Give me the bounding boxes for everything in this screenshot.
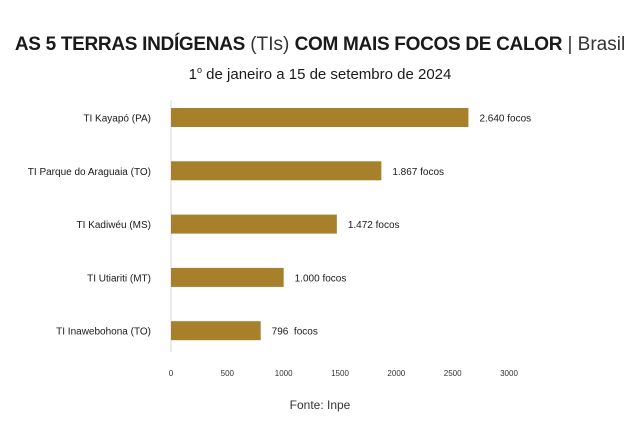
x-tick-label-3: 1500 bbox=[331, 369, 349, 378]
bar-3 bbox=[171, 267, 284, 287]
data-label-0: 2.640 focos bbox=[479, 114, 531, 125]
x-tick-label-4: 2000 bbox=[387, 369, 405, 378]
chart-title: AS 5 TERRAS INDÍGENAS (TIs) COM MAIS FOC… bbox=[0, 33, 640, 57]
category-label-3: TI Utiariti (MT) bbox=[87, 273, 151, 284]
chart-subtitle: 1o de janeiro a 15 de setembro de 2024 bbox=[0, 60, 640, 85]
subtitle-range: de janeiro a 15 de setembro de 2024 bbox=[202, 66, 452, 83]
category-label-4: TI Inawebohona (TO) bbox=[56, 327, 151, 338]
bar-2 bbox=[171, 214, 337, 234]
x-tick-label-6: 3000 bbox=[500, 369, 518, 378]
bar-4 bbox=[171, 321, 261, 341]
title-main-2: COM MAIS FOCOS DE CALOR bbox=[294, 34, 563, 55]
data-label-4: 796 focos bbox=[272, 327, 318, 338]
category-label-1: TI Parque do Araguaia (TO) bbox=[28, 167, 151, 178]
title-abbrev: (TIs) bbox=[250, 34, 290, 55]
category-label-0: TI Kayapó (PA) bbox=[83, 114, 151, 125]
data-label-2: 1.472 focos bbox=[348, 220, 400, 231]
source-note: Fonte: Inpe bbox=[289, 398, 351, 412]
title-region: | Brasil bbox=[567, 34, 626, 55]
bar-0 bbox=[171, 108, 469, 127]
bar-1 bbox=[171, 161, 382, 181]
category-label-2: TI Kadiwéu (MS) bbox=[77, 220, 151, 231]
x-tick-label-2: 1000 bbox=[275, 369, 293, 378]
subtitle-day: 1 bbox=[188, 66, 197, 83]
x-tick-label-1: 500 bbox=[221, 369, 235, 378]
data-label-1: 1.867 focos bbox=[392, 167, 444, 178]
x-tick-label-5: 2500 bbox=[444, 369, 462, 378]
subtitle-ordinal: o bbox=[196, 65, 202, 75]
title-main: AS 5 TERRAS INDÍGENAS bbox=[14, 34, 245, 55]
data-label-3: 1.000 focos bbox=[295, 273, 347, 284]
x-tick-label-0: 0 bbox=[169, 369, 174, 378]
